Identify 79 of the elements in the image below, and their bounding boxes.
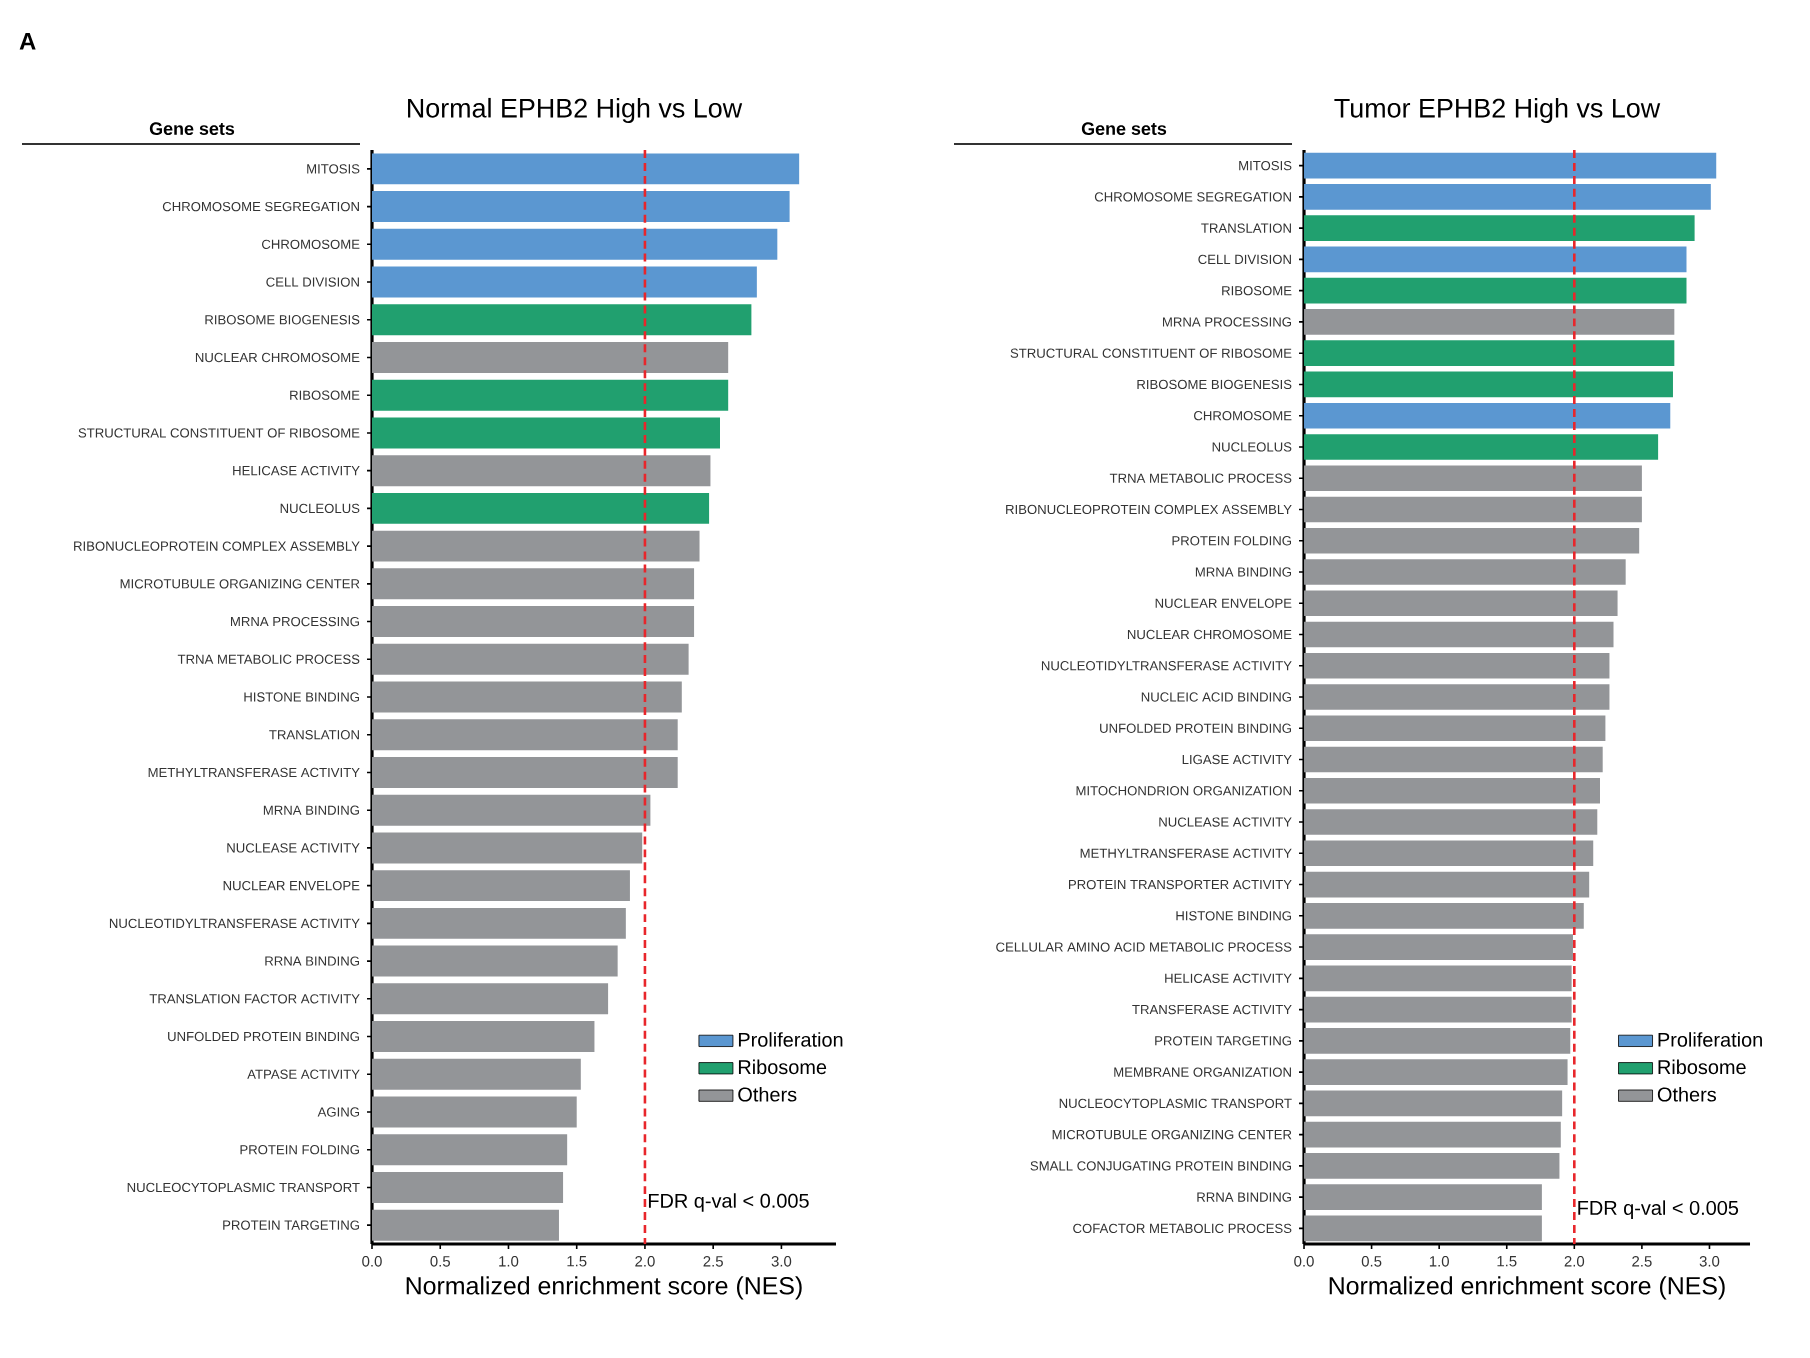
bar xyxy=(1304,746,1603,773)
bar xyxy=(372,606,695,638)
bar xyxy=(1304,152,1717,179)
bar xyxy=(372,681,682,713)
bar xyxy=(372,379,729,411)
bar xyxy=(1304,621,1614,648)
bar xyxy=(372,568,695,600)
legend-label: Proliferation xyxy=(1658,1032,1762,1047)
bar xyxy=(372,1134,568,1166)
bar xyxy=(1304,277,1687,304)
bar xyxy=(1304,871,1590,898)
bar xyxy=(1304,809,1598,835)
bar xyxy=(372,417,720,449)
bar xyxy=(1304,215,1695,241)
legend-label: Ribosome xyxy=(1658,1059,1746,1075)
bar xyxy=(1304,1153,1560,1179)
bar xyxy=(1304,309,1675,335)
bar xyxy=(372,832,643,864)
chart-title: Normal EPHB2 High vs Low xyxy=(408,97,743,124)
bar xyxy=(1304,559,1626,585)
bar xyxy=(372,1021,595,1052)
chart-title: Tumor EPHB2 High vs Low xyxy=(1334,97,1661,124)
bar xyxy=(372,1058,581,1090)
bar xyxy=(372,1209,559,1241)
bar xyxy=(372,342,729,373)
ref-line-label: FDR q-val < 0.005 xyxy=(648,1193,809,1212)
bar xyxy=(1304,777,1600,804)
legend-label: Proliferation xyxy=(738,1032,843,1047)
legend-label: Ribosome xyxy=(738,1059,827,1075)
bar xyxy=(372,983,609,1015)
bar xyxy=(372,304,752,336)
bar xyxy=(1304,684,1610,710)
bar xyxy=(372,719,678,751)
x-axis-title: Normalized enrichment score (NES) xyxy=(1329,1276,1725,1300)
bar xyxy=(372,191,790,223)
bar xyxy=(1304,184,1711,210)
ref-line-label: FDR q-val < 0.005 xyxy=(1578,1200,1739,1219)
bar xyxy=(372,530,700,562)
y-axis-title: Gene sets xyxy=(1081,122,1167,135)
y-axis-title: Gene sets xyxy=(149,122,235,135)
bar xyxy=(1304,1090,1563,1117)
bar xyxy=(372,907,626,939)
bar xyxy=(372,870,630,902)
bar xyxy=(1304,527,1640,554)
bar xyxy=(372,153,800,185)
bar xyxy=(1304,340,1675,366)
bar xyxy=(1304,1059,1568,1085)
bar xyxy=(1304,590,1618,617)
bar xyxy=(1304,965,1572,992)
bar xyxy=(372,643,689,675)
bar xyxy=(372,794,651,826)
text: A xyxy=(19,33,36,50)
bar xyxy=(1304,496,1642,523)
bar xyxy=(1304,715,1606,742)
bar xyxy=(372,945,618,977)
bar xyxy=(372,1096,577,1128)
x-axis-title: Normalized enrichment score (NES) xyxy=(406,1276,802,1300)
bar xyxy=(1304,902,1584,929)
bar xyxy=(1304,840,1594,867)
bar xyxy=(1304,1184,1542,1210)
bar xyxy=(1304,465,1642,492)
legend-label: Others xyxy=(738,1086,797,1102)
bar xyxy=(1304,652,1610,679)
bar xyxy=(1304,246,1687,273)
bar xyxy=(1304,934,1573,960)
bar xyxy=(1304,996,1572,1023)
bar xyxy=(372,492,710,524)
bar xyxy=(1304,1121,1561,1148)
bar xyxy=(1304,402,1671,429)
bar xyxy=(1304,1215,1542,1242)
bar xyxy=(372,756,678,788)
legend-label: Others xyxy=(1657,1086,1717,1102)
bar xyxy=(1304,1028,1571,1054)
bar xyxy=(372,228,778,260)
bar xyxy=(372,266,757,298)
bar xyxy=(1304,434,1659,460)
bar xyxy=(372,455,711,487)
bar xyxy=(1304,371,1673,398)
bar xyxy=(372,1171,564,1203)
